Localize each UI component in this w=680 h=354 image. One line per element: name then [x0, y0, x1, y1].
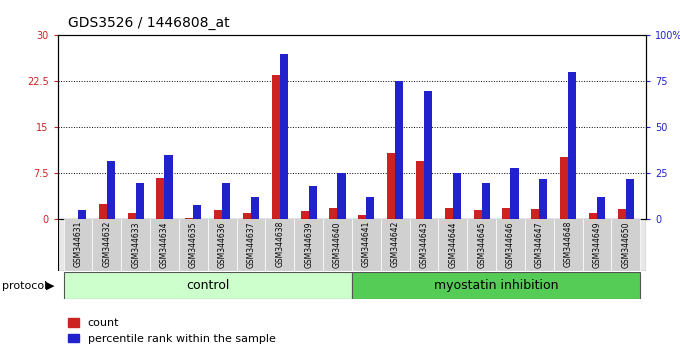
Text: GSM344635: GSM344635: [189, 221, 198, 268]
FancyBboxPatch shape: [207, 219, 237, 271]
Text: GSM344639: GSM344639: [304, 221, 313, 268]
Text: GSM344645: GSM344645: [477, 221, 486, 268]
Bar: [78, 210, 86, 219]
Bar: [617, 209, 626, 219]
Text: GSM344650: GSM344650: [622, 221, 630, 268]
FancyBboxPatch shape: [611, 219, 641, 271]
Legend: count, percentile rank within the sample: count, percentile rank within the sample: [63, 314, 280, 348]
FancyBboxPatch shape: [467, 219, 496, 271]
FancyBboxPatch shape: [92, 219, 121, 271]
Text: ▶: ▶: [46, 281, 54, 291]
Bar: [445, 208, 453, 219]
FancyBboxPatch shape: [237, 219, 265, 271]
Text: GDS3526 / 1446808_at: GDS3526 / 1446808_at: [68, 16, 230, 30]
Bar: [251, 198, 259, 219]
Text: GSM344638: GSM344638: [275, 221, 284, 267]
Bar: [70, 218, 78, 219]
Bar: [589, 213, 597, 219]
Bar: [185, 218, 193, 219]
Bar: [424, 91, 432, 219]
Bar: [503, 208, 511, 219]
Text: control: control: [186, 279, 229, 292]
Bar: [309, 186, 317, 219]
FancyBboxPatch shape: [352, 272, 641, 299]
Bar: [214, 210, 222, 219]
Bar: [193, 205, 201, 219]
FancyBboxPatch shape: [150, 219, 179, 271]
FancyBboxPatch shape: [63, 272, 352, 299]
Bar: [272, 75, 279, 219]
Bar: [367, 198, 375, 219]
Text: GSM344641: GSM344641: [362, 221, 371, 267]
Bar: [626, 179, 634, 219]
FancyBboxPatch shape: [63, 219, 92, 271]
Bar: [473, 210, 481, 219]
Text: GSM344640: GSM344640: [333, 221, 342, 268]
Bar: [329, 208, 337, 219]
Text: GSM344642: GSM344642: [390, 221, 400, 267]
FancyBboxPatch shape: [409, 219, 439, 271]
FancyBboxPatch shape: [294, 219, 323, 271]
Bar: [156, 178, 165, 219]
FancyBboxPatch shape: [265, 219, 294, 271]
Text: GSM344649: GSM344649: [592, 221, 602, 268]
Bar: [358, 215, 367, 219]
FancyBboxPatch shape: [381, 219, 409, 271]
Text: GSM344646: GSM344646: [506, 221, 515, 268]
Bar: [539, 179, 547, 219]
FancyBboxPatch shape: [58, 219, 646, 271]
Text: GSM344631: GSM344631: [73, 221, 82, 267]
Text: GSM344632: GSM344632: [102, 221, 112, 267]
Text: GSM344634: GSM344634: [160, 221, 169, 268]
Bar: [511, 168, 519, 219]
FancyBboxPatch shape: [121, 219, 150, 271]
Bar: [222, 183, 231, 219]
Text: GSM344636: GSM344636: [218, 221, 226, 268]
Text: GSM344633: GSM344633: [131, 221, 140, 268]
Bar: [453, 173, 461, 219]
Bar: [243, 213, 251, 219]
Text: GSM344637: GSM344637: [246, 221, 256, 268]
Text: myostatin inhibition: myostatin inhibition: [434, 279, 558, 292]
Bar: [301, 211, 309, 219]
FancyBboxPatch shape: [323, 219, 352, 271]
FancyBboxPatch shape: [352, 219, 381, 271]
Bar: [107, 161, 115, 219]
FancyBboxPatch shape: [496, 219, 525, 271]
Text: protocol: protocol: [2, 281, 48, 291]
Text: GSM344644: GSM344644: [448, 221, 458, 268]
Bar: [165, 155, 173, 219]
Bar: [531, 209, 539, 219]
Bar: [568, 72, 576, 219]
Bar: [279, 54, 288, 219]
Bar: [99, 204, 107, 219]
Bar: [128, 213, 135, 219]
FancyBboxPatch shape: [583, 219, 611, 271]
Bar: [135, 183, 143, 219]
Bar: [387, 153, 395, 219]
Text: GSM344648: GSM344648: [564, 221, 573, 267]
Bar: [395, 81, 403, 219]
FancyBboxPatch shape: [179, 219, 207, 271]
Bar: [416, 161, 424, 219]
FancyBboxPatch shape: [439, 219, 467, 271]
Text: GSM344643: GSM344643: [420, 221, 428, 268]
FancyBboxPatch shape: [554, 219, 583, 271]
Bar: [560, 157, 568, 219]
Text: GSM344647: GSM344647: [534, 221, 544, 268]
FancyBboxPatch shape: [525, 219, 554, 271]
Bar: [597, 198, 605, 219]
Bar: [481, 183, 490, 219]
Bar: [337, 173, 345, 219]
